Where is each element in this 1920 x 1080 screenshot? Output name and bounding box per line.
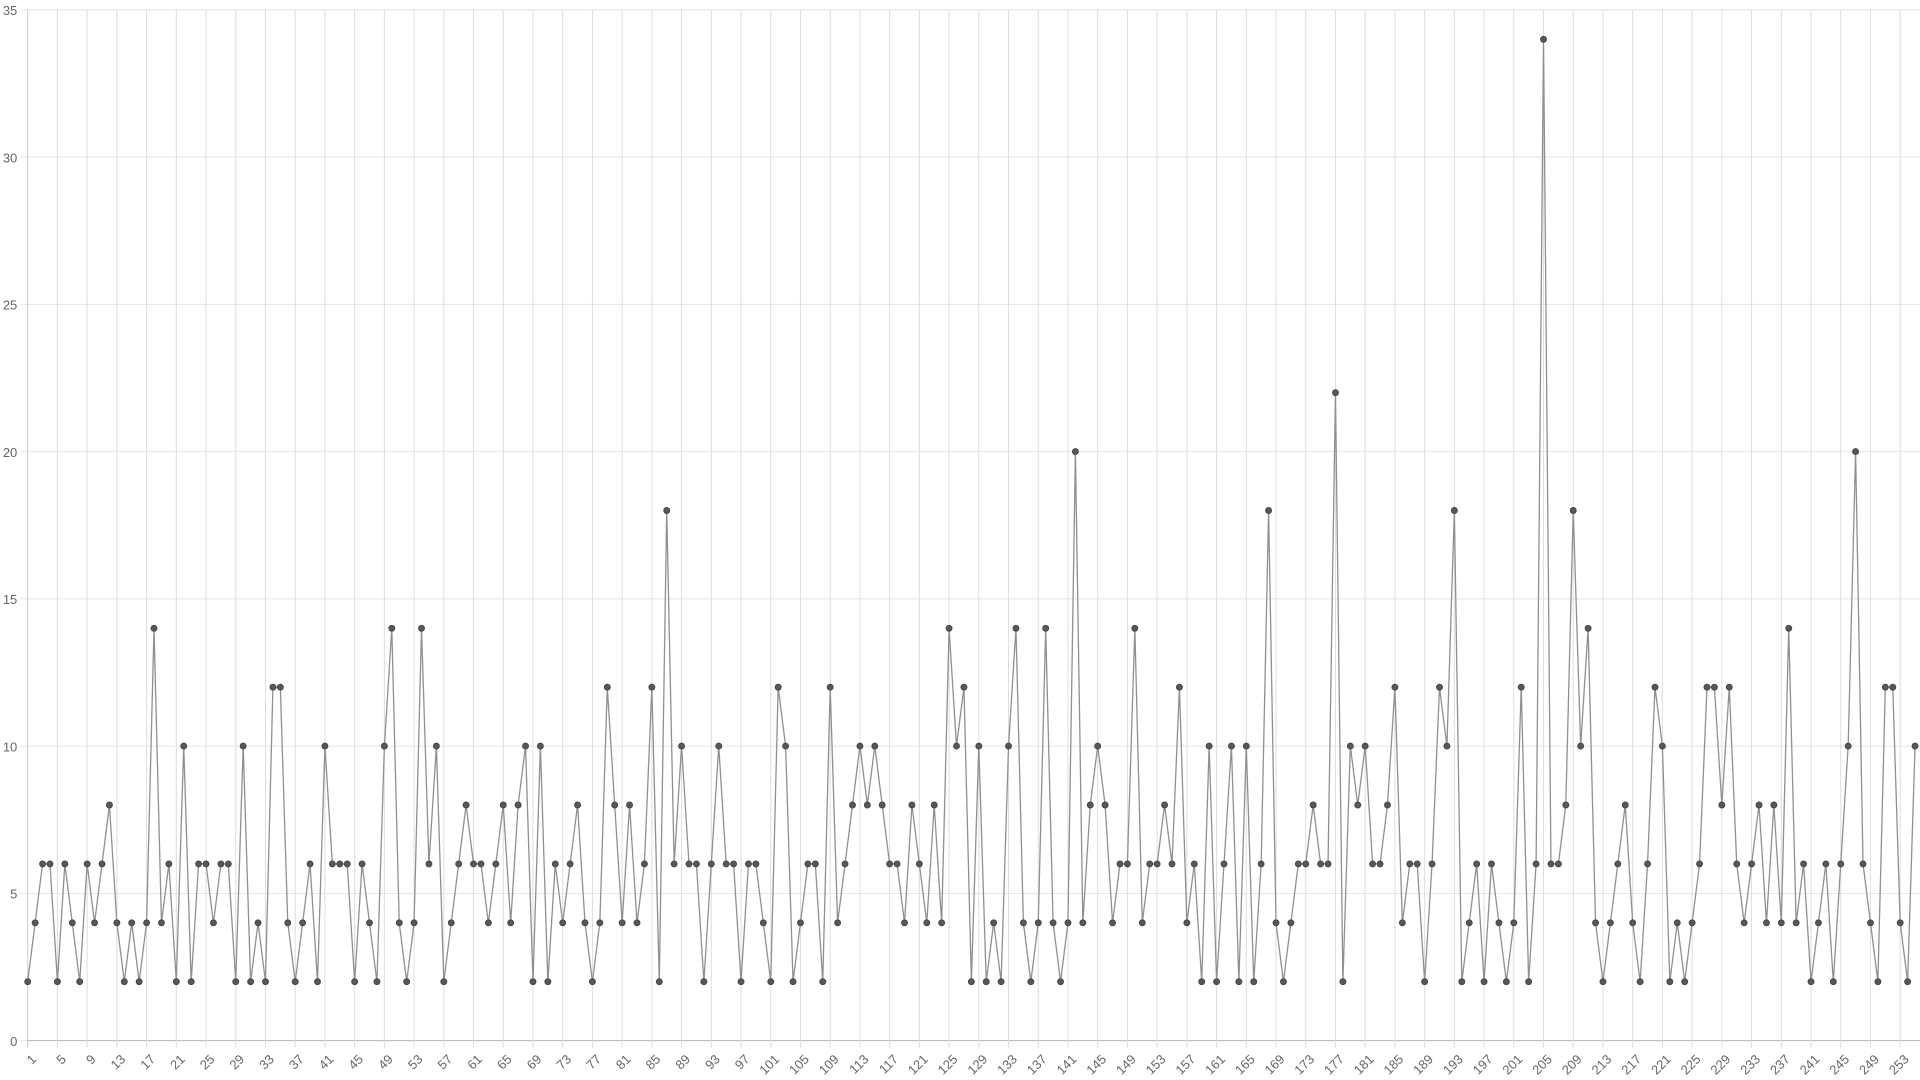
svg-text:0: 0 xyxy=(10,1034,17,1049)
svg-text:15: 15 xyxy=(3,592,17,607)
svg-text:25: 25 xyxy=(3,298,17,313)
svg-text:20: 20 xyxy=(3,445,17,460)
svg-text:10: 10 xyxy=(3,739,17,754)
svg-text:30: 30 xyxy=(3,150,17,165)
svg-text:5: 5 xyxy=(10,887,17,902)
svg-text:35: 35 xyxy=(3,3,17,18)
